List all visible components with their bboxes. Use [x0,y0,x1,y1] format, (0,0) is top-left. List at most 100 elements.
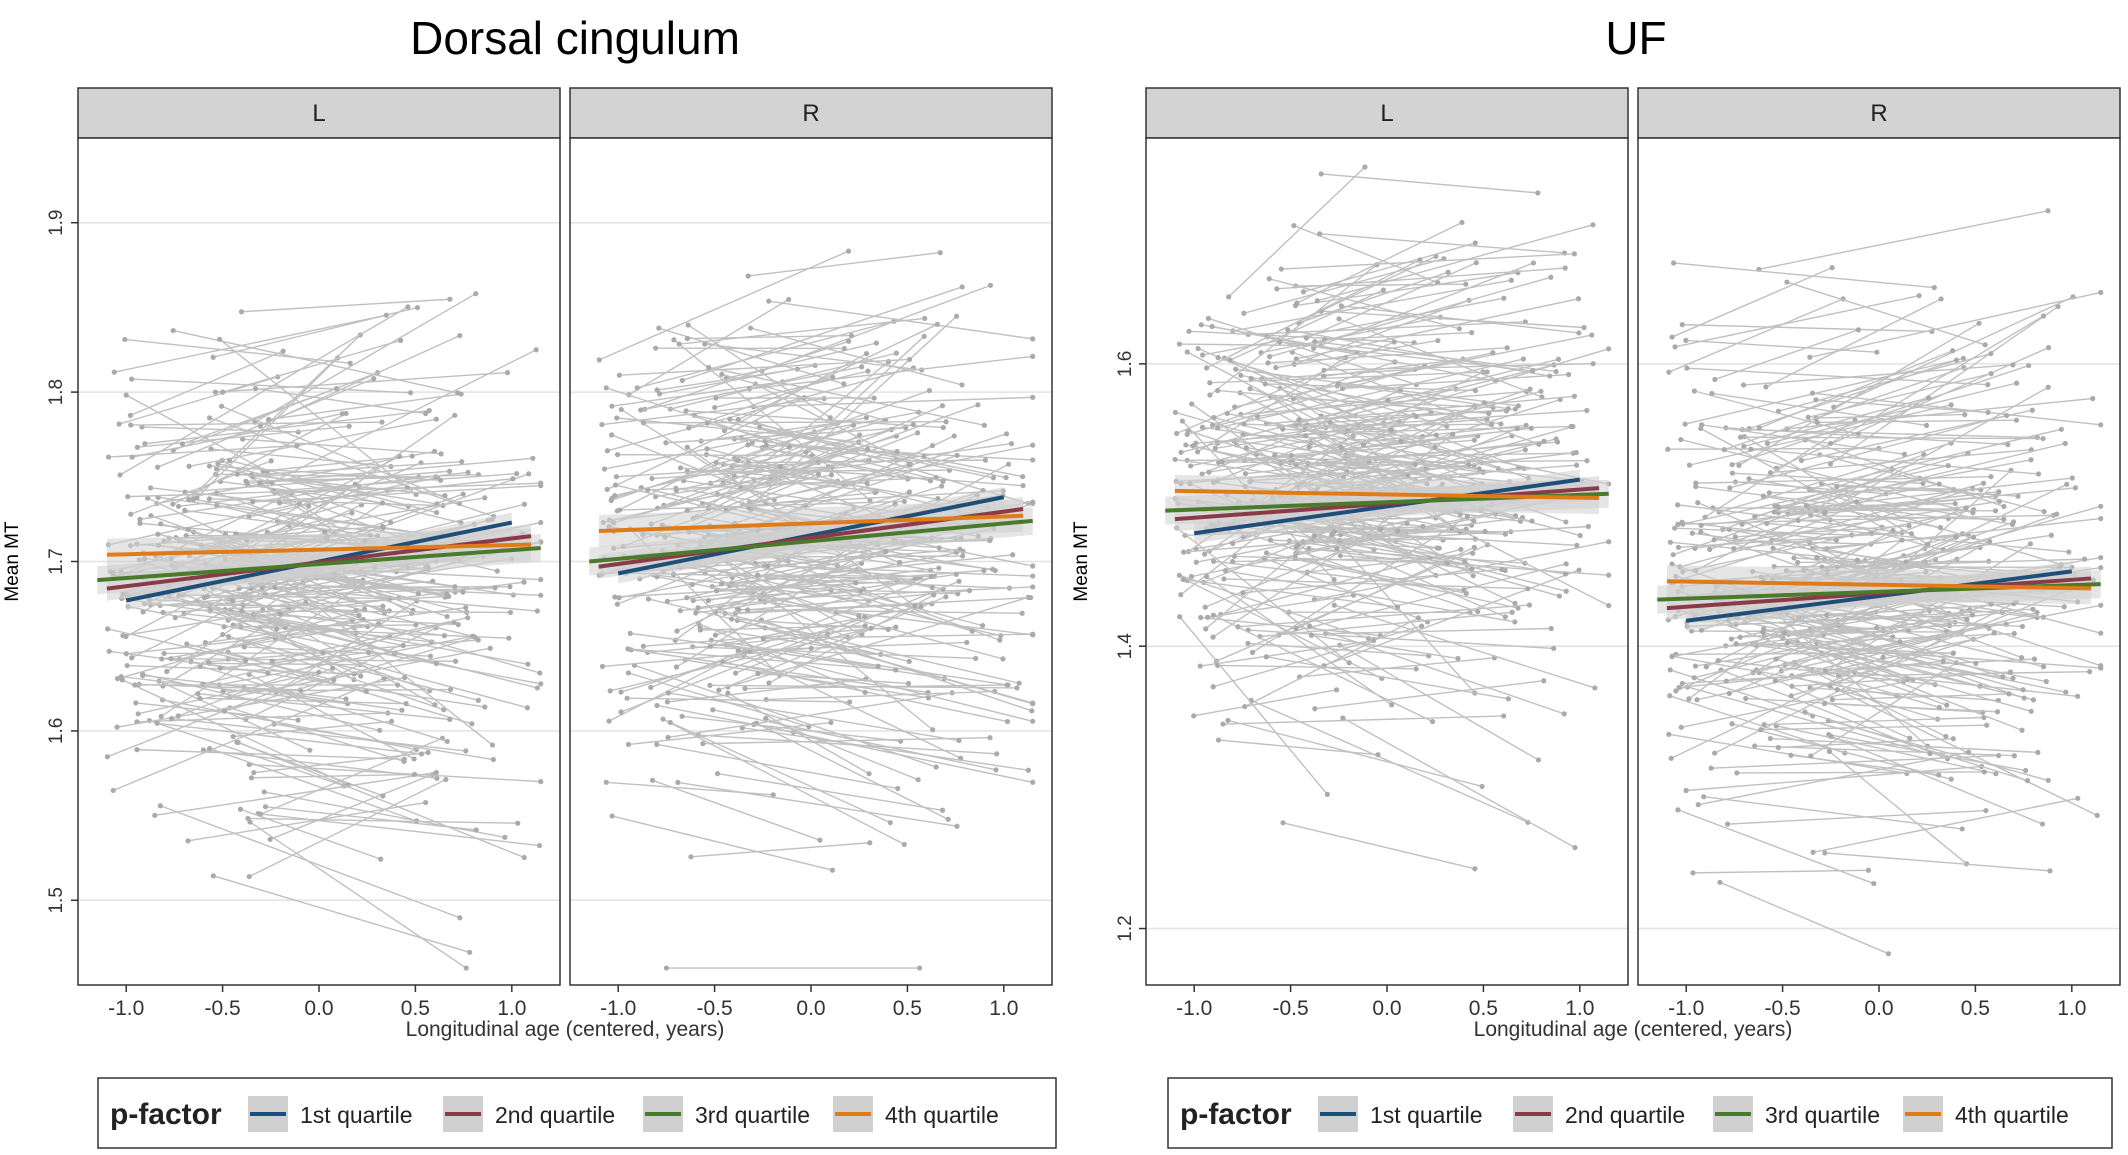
trajectory-point [1728,636,1735,642]
trajectory-point [1490,350,1496,356]
trajectory-point [538,519,544,526]
trajectory-point [377,727,383,733]
trajectory-point [105,454,112,460]
trajectory-point [673,664,680,670]
trajectory-point [940,478,946,485]
trajectory-point [139,424,145,430]
trajectory-point [1993,771,1999,777]
trajectory-line [271,349,537,484]
trajectory-line [1667,447,1879,450]
trajectory-line [652,779,821,841]
trajectory-point [1263,654,1269,660]
trajectory-point [1191,713,1197,719]
trajectory-point [1529,518,1535,524]
trajectory-point [455,390,461,396]
trajectory-line [1701,424,1905,455]
trajectory-line [1677,504,1912,535]
trajectory-point [1855,327,1862,333]
trajectory-point [1784,640,1790,646]
trajectory-point [2045,345,2052,351]
trajectory-line [737,389,930,461]
trajectory-point [240,436,246,442]
trajectory-point [1584,458,1590,464]
trajectory-point [2064,481,2070,487]
trajectory-point [894,448,900,455]
trajectory-point [1916,293,1922,299]
trajectory-line [154,771,437,817]
trajectory-point [1695,802,1701,808]
trajectory-line [1762,631,1908,681]
trajectory-point [433,769,439,776]
trajectory-line [138,671,319,715]
trajectory-point [1515,403,1522,409]
trajectory-line [251,461,462,476]
trajectory-line [1341,305,1579,334]
trajectory-point [760,635,766,642]
trajectory-point [853,580,859,586]
trajectory-point [1964,616,1970,623]
trajectory-point [1936,772,1942,778]
trajectory-point [168,716,175,722]
trajectory-point [1529,368,1536,374]
trajectory-line [1685,339,1877,353]
fitted-line-q3 [97,545,541,583]
trajectory-point [981,422,988,428]
trajectory-point [1988,371,1994,377]
trajectory-point [1509,609,1515,615]
trajectory-point [883,549,889,555]
trajectory-point [1445,269,1451,275]
trajectory-point [1210,612,1217,618]
trajectory-point [2034,609,2040,616]
trajectory-point [447,716,453,722]
trajectory-point [1834,686,1840,693]
trajectory-point [206,463,213,469]
trajectory-line [1704,419,1856,518]
trajectory-line [1703,796,1963,830]
trajectory-point [212,389,218,395]
trajectory-line [1824,852,2050,872]
trajectory-point [1981,769,1987,775]
trajectory-point [1776,504,1782,510]
trajectory-point [2001,503,2007,510]
trajectory-point [1207,392,1213,398]
trajectory-line [223,688,451,692]
trajectory-point [2035,471,2042,477]
trajectory-point [675,779,681,786]
trajectory-point [465,615,471,621]
trajectory-point [1267,537,1274,543]
trajectory-point [1798,457,1805,464]
trajectory-point [215,461,221,467]
trajectory-point [538,483,544,489]
y-tick-label: 1.6 [46,718,67,744]
trajectory-line [1295,546,1475,630]
trajectory-point [1826,748,1832,755]
trajectory-point [418,751,425,757]
trajectory-point [257,811,264,817]
trajectory-line [1816,641,1981,687]
trajectory-line [1209,264,1378,396]
trajectory-point [915,430,921,436]
trajectory-line [1217,664,1417,670]
trajectory-point [1880,654,1886,660]
trajectory-point [627,630,633,636]
trajectory-point [463,605,469,611]
trajectory-line [1227,719,1483,788]
trajectory-point [1295,542,1301,548]
trajectory-line [682,286,963,382]
trajectory-point [1030,499,1036,505]
trajectory-point [411,771,418,777]
trajectory-line [1292,351,1540,445]
trajectory-point [415,590,421,597]
trajectory-line [1242,434,1402,443]
trajectory-line [1830,735,2043,825]
trajectory-point [185,838,191,844]
trajectory-point [1338,303,1344,309]
trajectory-point [931,592,937,598]
trajectory-point [679,713,685,719]
trajectory-point [1606,572,1612,578]
trajectory-point [959,284,965,290]
trajectory-point [959,382,965,388]
trajectory-point [1210,684,1216,690]
trajectory-point [1563,519,1569,525]
